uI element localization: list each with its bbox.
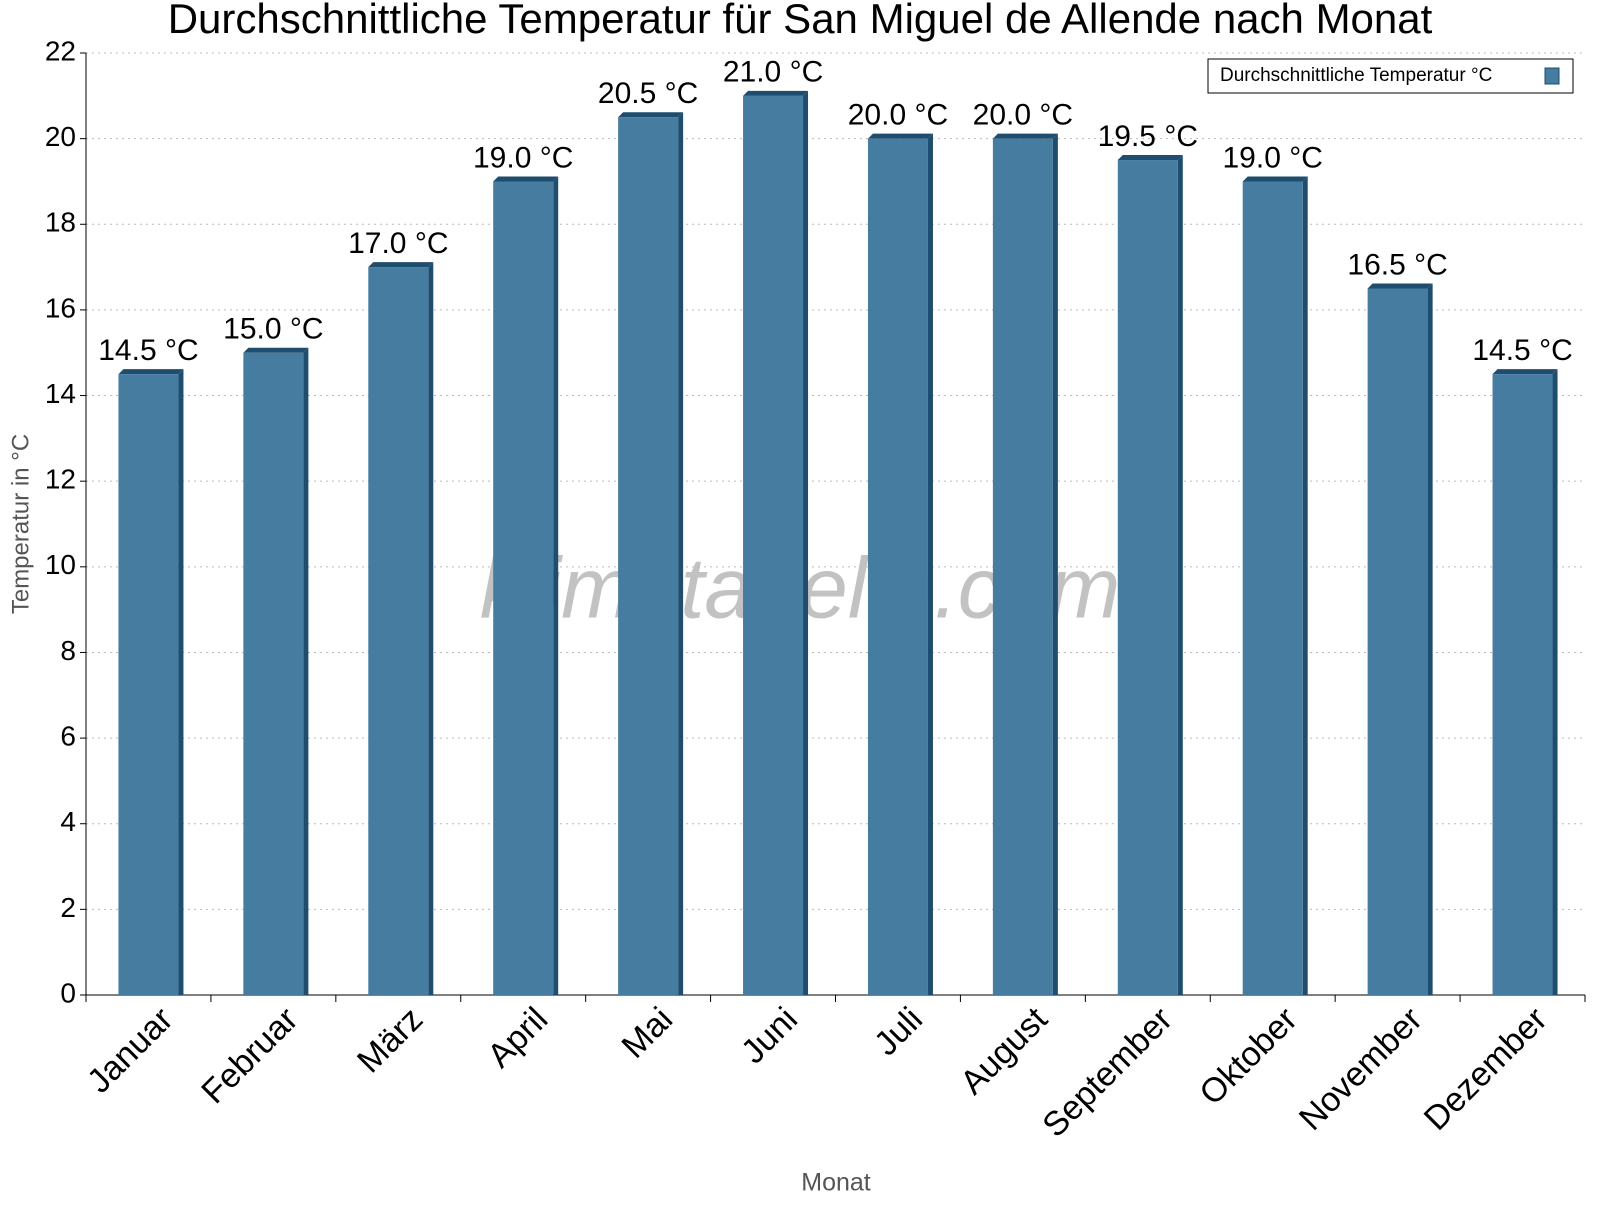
y-tick-label: 16 [45,292,76,323]
bar [243,347,309,995]
bar-side [678,112,684,995]
bar-side [553,176,559,996]
x-tick-label: April [480,1000,555,1075]
bar [1367,283,1433,995]
x-tick-label: Februar [194,1000,305,1111]
bar-side [303,347,309,995]
x-tick-label: August [953,1000,1055,1102]
value-label: 20.5 °C [598,77,698,110]
bar-front [368,267,429,995]
bar [1242,176,1308,996]
value-label: 14.5 °C [1472,334,1572,367]
bar-top [992,133,1058,139]
value-label: 19.0 °C [1223,141,1323,174]
y-tick-label: 18 [45,207,76,238]
x-tick-label: Mai [615,1000,681,1066]
bar [743,90,809,996]
bar [1117,155,1183,995]
bar-top [368,262,434,268]
x-tick-label: März [350,1000,430,1080]
y-tick-label: 0 [60,977,76,1008]
y-tick-label: 14 [45,378,76,409]
y-tick-label: 2 [60,892,76,923]
y-tick-label: 10 [45,549,76,580]
bar [992,133,1058,996]
value-label: 20.0 °C [973,99,1073,132]
y-tick-label: 4 [60,806,76,837]
bar-top [1242,176,1308,182]
value-label: 21.0 °C [723,56,823,89]
bar-front [618,117,679,995]
bar-top [867,133,933,139]
bar-side [1177,155,1183,995]
bar-side [1302,176,1308,996]
bar-side [1052,133,1058,996]
bar-side [803,90,809,996]
bar-side [1427,283,1433,995]
bar-front [243,352,304,995]
bar-front [992,138,1053,996]
y-tick-label: 6 [60,720,76,751]
value-label: 17.0 °C [348,227,448,260]
chart-title: Durchschnittliche Temperatur für San Mig… [168,0,1433,42]
x-tick-label: September [1035,1000,1179,1144]
y-axis-label: Temperatur in °C [7,434,34,614]
bar-side [178,369,184,995]
value-label: 19.5 °C [1098,120,1198,153]
bar-top [493,176,559,182]
value-label: 20.0 °C [848,99,948,132]
bar [368,262,434,995]
bar [618,112,684,995]
x-tick-label: Juli [867,1000,930,1063]
bar-side [428,262,434,995]
legend-box [1207,58,1574,94]
bar [493,176,559,996]
y-tick-label: 22 [45,35,76,66]
bar-top [243,347,309,353]
bar-front [118,374,179,995]
bar-top [1367,283,1433,289]
x-axis-label: Monat [801,1169,871,1197]
bar-front [493,181,554,996]
bar [1492,369,1558,995]
bar-side [1552,369,1558,995]
value-label: 14.5 °C [98,334,198,367]
bar-top [618,112,684,118]
bar-front [1242,181,1303,996]
bar-top [743,90,809,96]
x-tick-label: Dezember [1417,1000,1555,1138]
bar-top [118,369,184,375]
x-tick-label: Januar [80,1000,180,1100]
y-tick-label: 20 [45,121,76,152]
bar [867,133,933,996]
legend-label: Durchschnittliche Temperatur °C [1220,65,1492,86]
x-tick-label: Juni [734,1000,805,1071]
value-label: 16.5 °C [1347,248,1447,281]
bar-front [1367,288,1428,995]
bar-top [1117,155,1183,161]
value-label: 15.0 °C [223,313,323,346]
bar-front [743,95,804,996]
y-tick-label: 8 [60,635,76,666]
legend-swatch [1544,67,1560,85]
bar-side [927,133,933,996]
bar-top [1492,369,1558,375]
bar-front [1117,160,1178,995]
value-label: 19.0 °C [473,141,573,174]
x-tick-label: Oktober [1192,1000,1304,1112]
y-tick-label: 12 [45,464,76,495]
x-tick-label: November [1292,1000,1430,1138]
bar-front [1492,374,1553,995]
bar [118,369,184,995]
bar-front [867,138,928,996]
